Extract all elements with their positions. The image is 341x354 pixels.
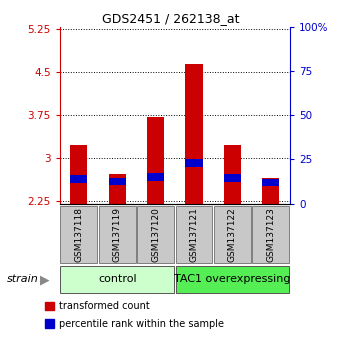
Text: control: control (98, 274, 136, 285)
Text: GSM137122: GSM137122 (228, 207, 237, 262)
FancyBboxPatch shape (214, 206, 251, 263)
Bar (185, 64, 203, 204)
Bar (224, 174, 241, 182)
Bar (185, 159, 203, 167)
Bar (262, 179, 279, 187)
Bar (45, 319, 54, 328)
Text: ▶: ▶ (40, 273, 49, 286)
FancyBboxPatch shape (252, 206, 289, 263)
Bar (262, 178, 279, 204)
Text: GSM137121: GSM137121 (190, 207, 198, 262)
Bar (108, 174, 126, 204)
Bar (147, 173, 164, 181)
Text: TAC1 overexpressing: TAC1 overexpressing (174, 274, 291, 285)
Bar (224, 145, 241, 204)
FancyBboxPatch shape (176, 266, 289, 293)
Bar (70, 175, 88, 183)
FancyBboxPatch shape (60, 266, 174, 293)
Text: GDS2451 / 262138_at: GDS2451 / 262138_at (102, 12, 239, 25)
FancyBboxPatch shape (60, 206, 97, 263)
Bar (108, 178, 126, 185)
Text: GSM137123: GSM137123 (266, 207, 275, 262)
FancyBboxPatch shape (99, 206, 136, 263)
Text: GSM137120: GSM137120 (151, 207, 160, 262)
Text: percentile rank within the sample: percentile rank within the sample (59, 319, 224, 329)
Bar (147, 117, 164, 204)
Bar (45, 302, 54, 310)
FancyBboxPatch shape (176, 206, 212, 263)
Text: transformed count: transformed count (59, 301, 149, 311)
Text: GSM137119: GSM137119 (113, 207, 122, 262)
Bar (70, 145, 88, 204)
FancyBboxPatch shape (137, 206, 174, 263)
Text: GSM137118: GSM137118 (74, 207, 83, 262)
Text: strain: strain (7, 274, 39, 285)
